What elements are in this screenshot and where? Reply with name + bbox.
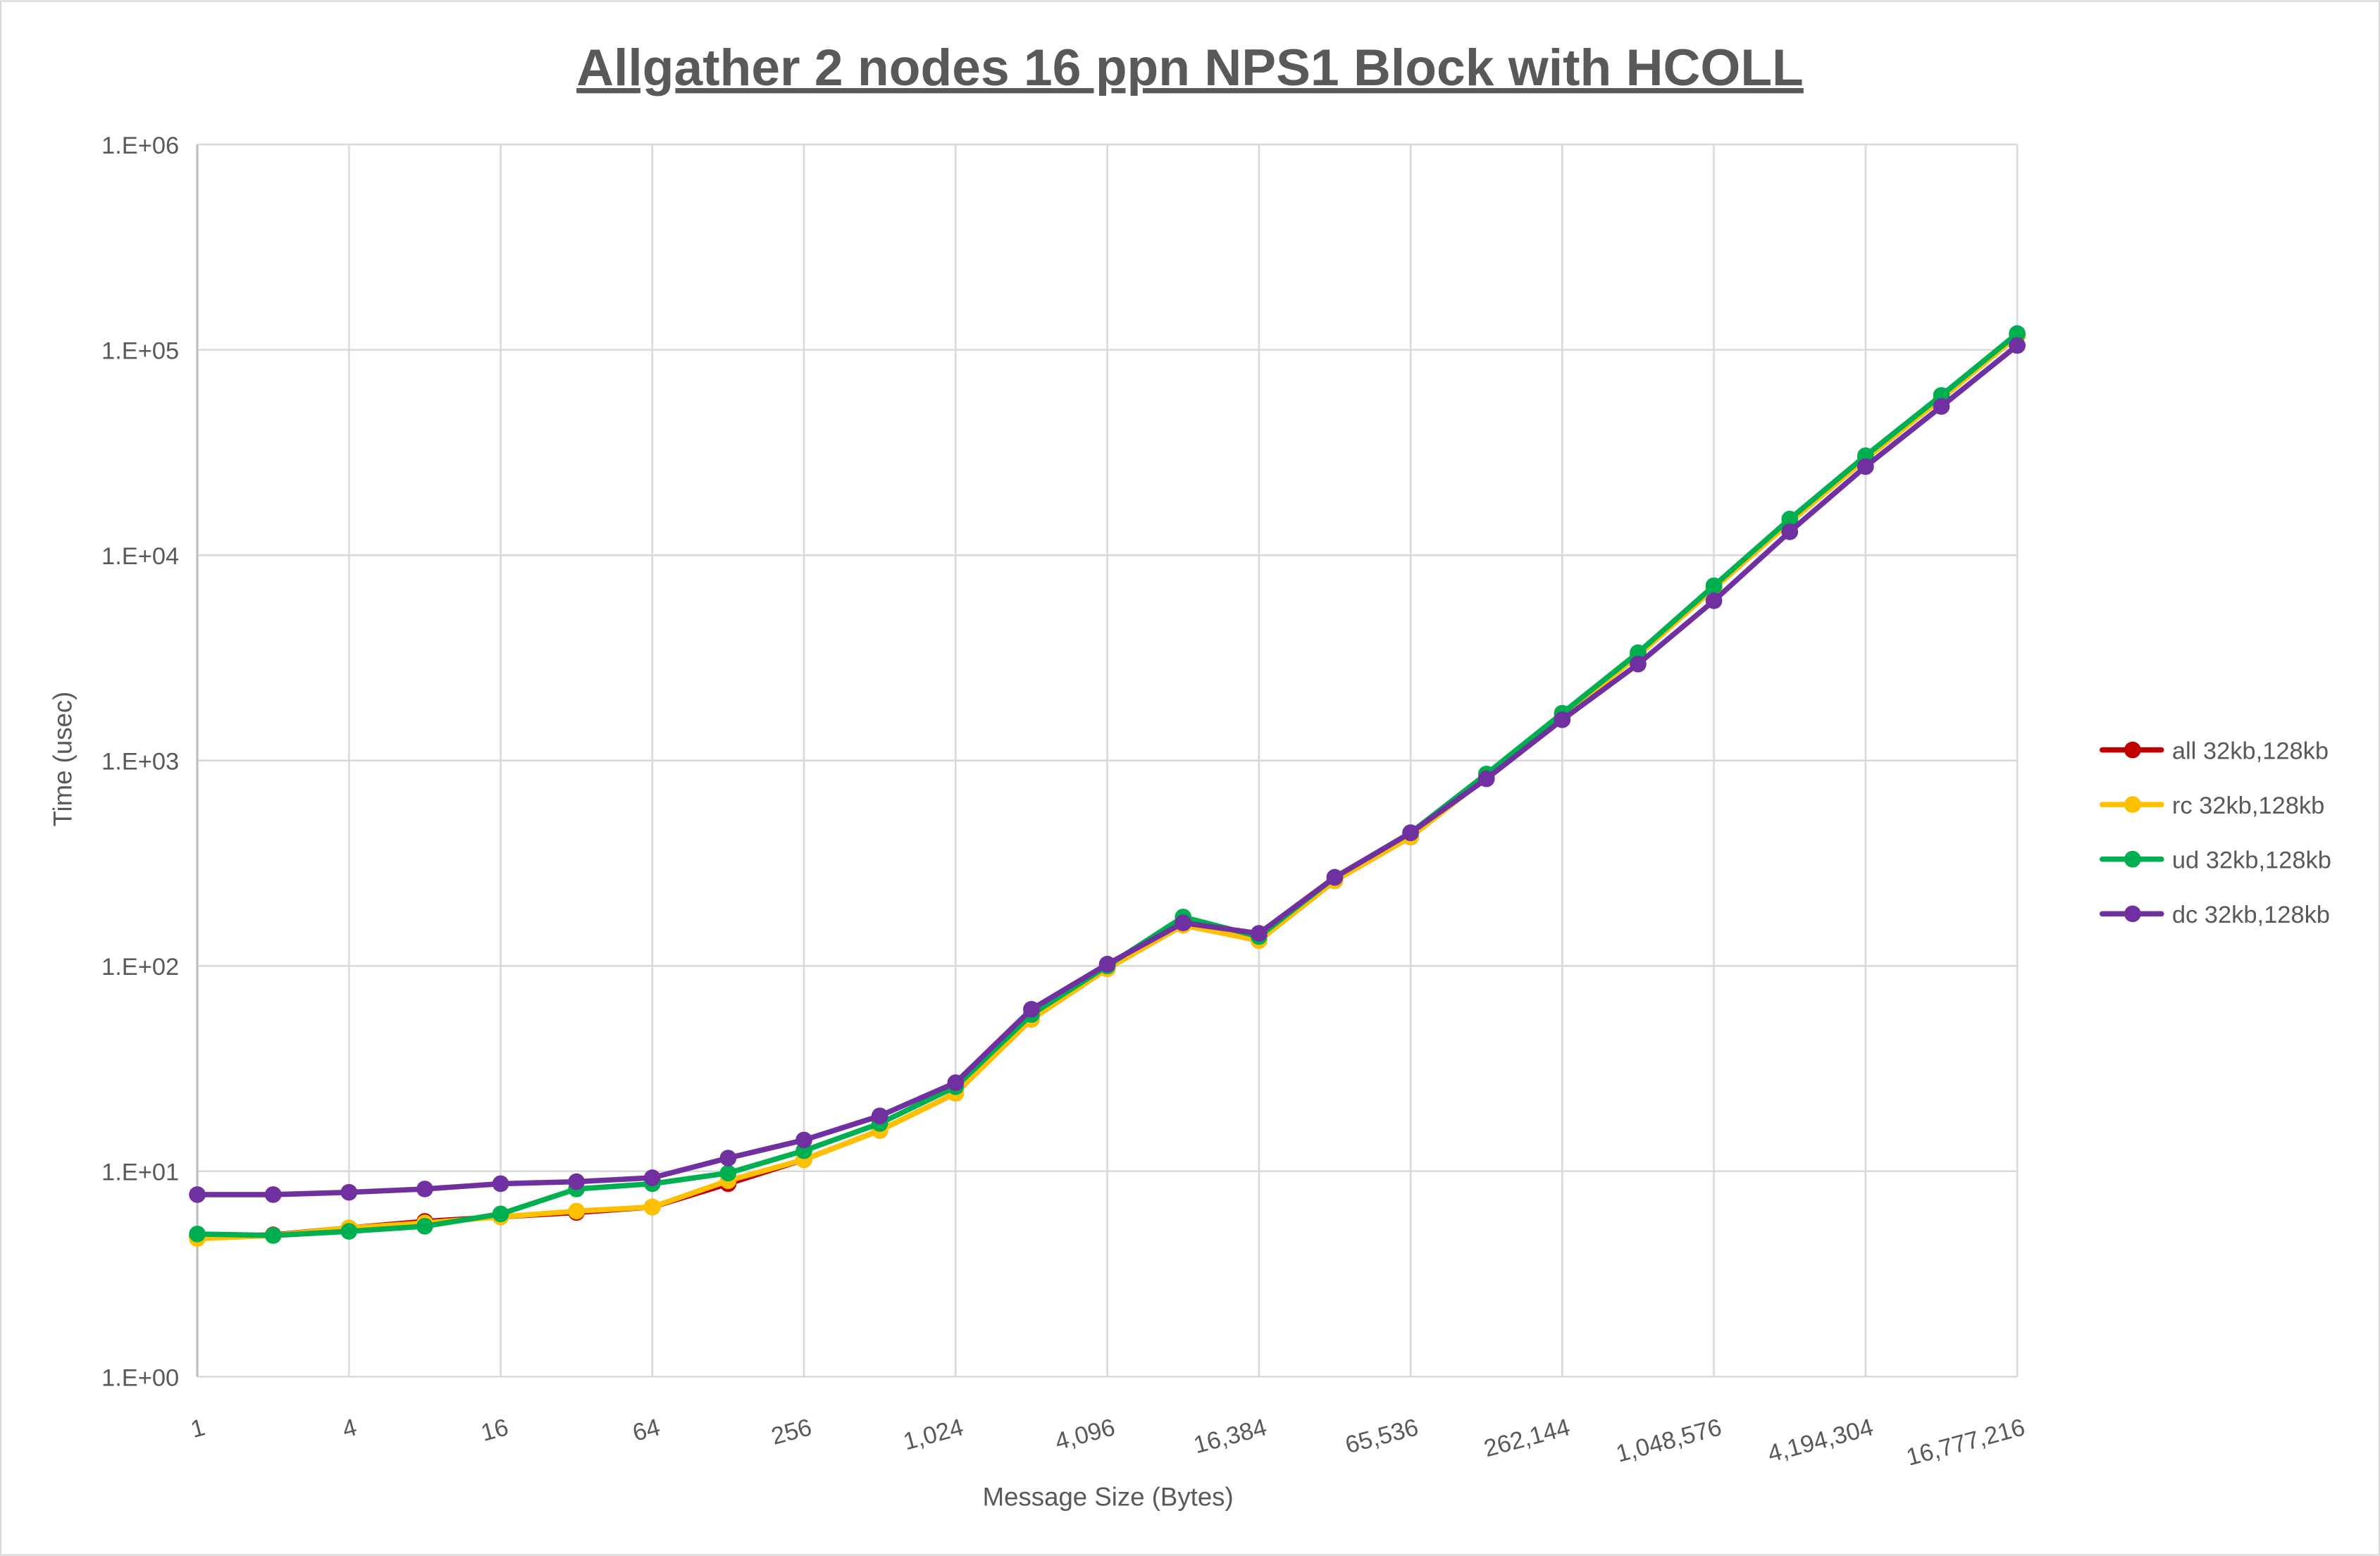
data-point: [568, 1173, 585, 1190]
legend-item: all 32kb,128kb: [2099, 738, 2329, 765]
data-point: [416, 1181, 433, 1197]
legend-marker: [2124, 850, 2141, 868]
series-group: [189, 325, 2026, 1247]
data-point: [1098, 955, 1116, 973]
y-tick-label: 1.E+06: [101, 132, 179, 159]
legend-marker: [2124, 796, 2141, 814]
legend-item: rc 32kb,128kb: [2099, 792, 2324, 819]
data-point: [795, 1131, 812, 1149]
legend-marker: [2124, 741, 2141, 759]
data-point: [1705, 577, 1723, 595]
legend-label: rc 32kb,128kb: [2172, 792, 2324, 819]
data-point: [719, 1164, 737, 1182]
x-axis-label: Message Size (Bytes): [983, 1483, 1234, 1512]
y-tick-label: 1.E+01: [101, 1159, 179, 1186]
y-tick-label: 1.E+04: [101, 543, 179, 570]
y-axis-label: Time (usec): [48, 692, 77, 827]
data-point: [643, 1169, 661, 1186]
legend: all 32kb,128kb rc 32kb,128kb ud 32kb,128kb…: [2099, 738, 2331, 928]
legend-label: ud 32kb,128kb: [2172, 847, 2331, 874]
data-point: [416, 1218, 433, 1235]
legend-label: dc 32kb,128kb: [2172, 902, 2330, 928]
data-point: [2009, 325, 2026, 342]
data-point: [189, 1226, 206, 1243]
data-point: [1857, 458, 1874, 475]
data-point: [568, 1202, 585, 1220]
data-point: [1781, 523, 1799, 540]
data-point: [264, 1227, 282, 1244]
data-point: [264, 1186, 282, 1203]
data-point: [340, 1223, 358, 1240]
y-tick-label: 1.E+02: [101, 954, 179, 981]
data-point: [492, 1175, 509, 1193]
data-point: [1705, 592, 1723, 609]
legend-marker: [2124, 905, 2141, 923]
legend-label: all 32kb,128kb: [2172, 738, 2329, 765]
data-point: [1326, 869, 1344, 886]
data-point: [1402, 824, 1419, 842]
legend-item: ud 32kb,128kb: [2099, 847, 2331, 874]
data-point: [492, 1205, 509, 1223]
data-point: [1933, 398, 1950, 415]
grid: [196, 143, 2019, 1378]
data-point: [719, 1150, 737, 1166]
data-point: [1781, 510, 1799, 528]
legend-item: dc 32kb,128kb: [2099, 902, 2330, 928]
data-point: [643, 1198, 661, 1216]
data-point: [947, 1074, 965, 1091]
chart-title: Allgather 2 nodes 16 ppn NPS1 Block with…: [576, 39, 1804, 97]
series-dc: [189, 337, 2026, 1203]
data-point: [340, 1183, 358, 1201]
y-tick-label: 1.E+00: [101, 1364, 179, 1391]
data-point: [1250, 925, 1268, 942]
y-tick-label: 1.E+03: [101, 749, 179, 776]
data-point: [871, 1107, 888, 1125]
y-tick-label: 1.E+05: [101, 338, 179, 365]
data-point: [1023, 1000, 1040, 1018]
y-axis: 1.E+00 1.E+01 1.E+02 1.E+03 1.E+04 1.E+05 1.E+…: [101, 132, 179, 1391]
data-point: [1174, 914, 1192, 932]
data-point: [1477, 770, 1495, 788]
data-point: [2009, 337, 2026, 354]
data-point: [1630, 655, 1647, 673]
data-point: [189, 1186, 206, 1203]
data-point: [1554, 711, 1571, 728]
